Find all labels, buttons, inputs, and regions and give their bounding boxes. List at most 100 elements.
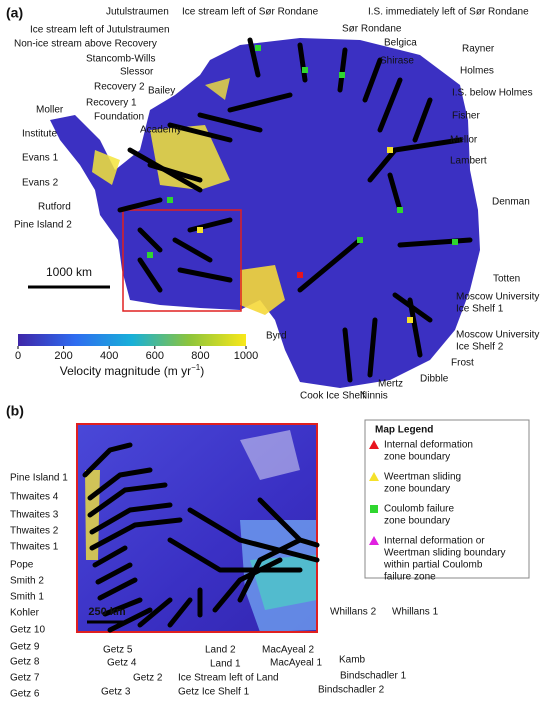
flowline <box>377 77 403 133</box>
flowline <box>167 597 193 628</box>
map-label: Kohler <box>10 608 40 619</box>
flowline <box>89 517 183 551</box>
marker <box>387 147 393 153</box>
map-label: Evans 1 <box>22 153 59 164</box>
map-label: Land 2 <box>205 645 236 656</box>
flowline <box>97 577 138 601</box>
map-label: Moller <box>36 105 64 116</box>
marker <box>302 67 308 73</box>
map-label: Totten <box>493 274 520 285</box>
flowline <box>87 467 153 501</box>
region-b <box>76 423 318 633</box>
map-label: Mertz <box>378 379 403 390</box>
scale-label: 1000 km <box>46 265 92 279</box>
legend-symbol <box>369 440 379 449</box>
map-label: Getz 6 <box>10 689 40 700</box>
map-label: Byrd <box>266 331 287 342</box>
legend-title: Map Legend <box>375 425 433 436</box>
panel-label: (b) <box>6 403 24 419</box>
map-label: I.S. below Holmes <box>452 88 533 99</box>
marker <box>147 252 153 258</box>
map-label: Kamb <box>339 655 366 666</box>
marker <box>452 239 458 245</box>
flowline <box>87 482 168 518</box>
map-label: MacAyeal 2 <box>262 645 315 656</box>
colorbar-tick-label: 200 <box>54 350 72 362</box>
flowline <box>337 47 348 93</box>
map-label: Stancomb-Wills <box>86 54 155 65</box>
flowline <box>297 42 308 83</box>
map-label: Ice stream left of Sør Rondane <box>182 7 319 18</box>
map-label: Thwaites 3 <box>10 510 59 521</box>
flowline <box>95 562 133 585</box>
legend-text: zone boundary <box>384 484 450 495</box>
map-label: Land 1 <box>210 659 241 670</box>
legend-text: Coulomb failure <box>384 504 454 515</box>
flowline <box>397 237 473 248</box>
map-label: Frost <box>451 358 474 369</box>
map-label: Ice Shelf 1 <box>456 304 504 315</box>
map-label: Pine Island 2 <box>14 220 72 231</box>
map-label: Getz 3 <box>101 687 131 698</box>
flowline <box>137 257 163 293</box>
legend-text: failure zone <box>384 572 436 583</box>
map-label: Academy <box>140 125 182 136</box>
colorbar-tick-label: 1000 <box>234 350 258 362</box>
colorbar-tick-label: 0 <box>15 350 21 362</box>
map-label: Smith 2 <box>10 576 44 587</box>
flowline <box>89 502 173 535</box>
marker <box>167 197 173 203</box>
map-label: Shirase <box>380 56 414 67</box>
flowline <box>367 317 378 378</box>
map-label: Lambert <box>450 156 487 167</box>
legend-text: Internal deformation or <box>384 536 485 547</box>
colorbar-tick-label: 400 <box>100 350 118 362</box>
map-label: Getz 4 <box>107 658 137 669</box>
map-label: Dibble <box>420 374 449 385</box>
map-label: Evans 2 <box>22 178 59 189</box>
map-label: Cook Ice Shelf <box>300 391 365 402</box>
flowline <box>137 597 173 628</box>
flowline <box>257 497 320 548</box>
map-label: Moscow University <box>456 330 539 341</box>
map-label: Getz 9 <box>10 642 40 653</box>
flowline <box>387 172 403 213</box>
map-label: Getz Ice Shelf 1 <box>178 687 250 698</box>
map-label: Thwaites 1 <box>10 542 59 553</box>
map-label: Getz 7 <box>10 673 40 684</box>
map-label: Ice stream left of Jutulstraumen <box>30 25 170 36</box>
legend-text: zone boundary <box>384 452 450 463</box>
marker <box>255 45 261 51</box>
legend-symbol <box>370 505 378 513</box>
legend-symbol <box>369 472 379 481</box>
map-label: I.S. immediately left of Sør Rondane <box>368 7 529 18</box>
flowline <box>237 537 303 603</box>
colorbar-label: Velocity magnitude (m yr−1) <box>60 363 205 378</box>
flowline <box>102 597 143 617</box>
legend-text: zone boundary <box>384 516 450 527</box>
flowline <box>167 122 233 143</box>
map-label: Whillans 1 <box>392 607 439 618</box>
continent-a <box>50 38 480 388</box>
flowline <box>342 327 353 383</box>
map-label: Moscow University <box>456 292 539 303</box>
map-label: Smith 1 <box>10 592 44 603</box>
colorbar-tick-label: 600 <box>146 350 164 362</box>
scale-label: 250 km <box>88 606 126 618</box>
marker <box>407 317 413 323</box>
colorbar-tick-label: 800 <box>191 350 209 362</box>
map-label: Getz 2 <box>133 673 163 684</box>
marker <box>357 237 363 243</box>
flowline <box>197 112 263 133</box>
marker <box>297 272 303 278</box>
legend-text: Weertman sliding <box>384 472 461 483</box>
flowline <box>177 267 233 283</box>
flowline <box>247 37 261 78</box>
map-label: Pine Island 1 <box>10 473 68 484</box>
map-label: Whillans 2 <box>330 607 377 618</box>
map-label: Fisher <box>452 111 480 122</box>
legend-symbol <box>369 536 379 545</box>
map-label: Belgica <box>384 38 417 49</box>
map-label: Recovery 1 <box>86 98 137 109</box>
